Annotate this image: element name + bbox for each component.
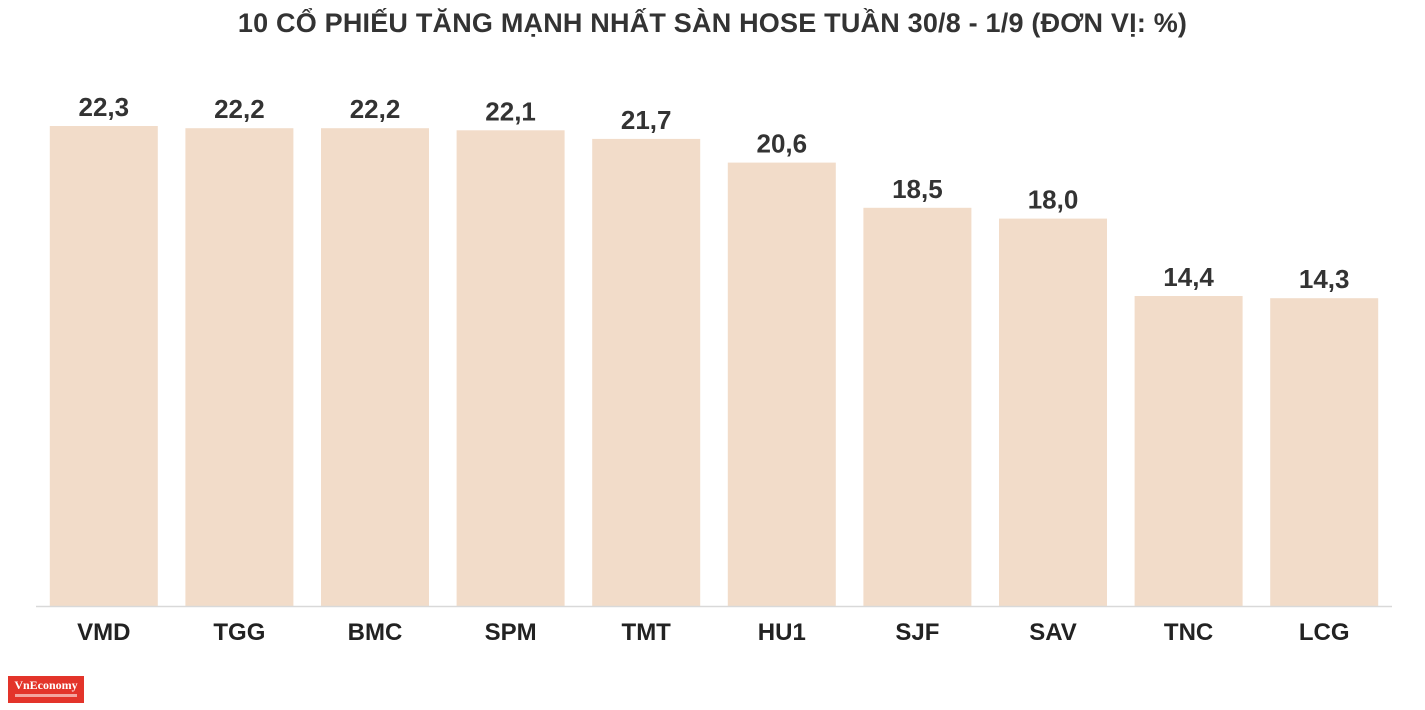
bar-lcg — [1270, 298, 1379, 606]
value-label-vmd: 22,3 — [78, 92, 129, 122]
bar-sjf — [863, 207, 972, 607]
bar-tmt — [592, 138, 701, 606]
value-label-spm: 22,1 — [485, 96, 536, 126]
bar-vmd — [49, 126, 158, 606]
value-label-tmt: 21,7 — [621, 105, 672, 135]
bar-bmc — [321, 128, 429, 606]
bar-sav — [999, 218, 1107, 606]
tick-label-spm: SPM — [485, 619, 537, 646]
bar-hu1 — [727, 162, 836, 606]
value-label-hu1: 20,6 — [756, 129, 807, 159]
value-label-tnc: 14,4 — [1163, 262, 1214, 292]
value-label-sjf: 18,5 — [892, 174, 943, 204]
tick-label-sav: SAV — [1029, 619, 1077, 646]
tick-label-bmc: BMC — [348, 619, 403, 646]
tick-label-tnc: TNC — [1164, 619, 1213, 646]
logo-text: VnEconomy — [14, 678, 78, 692]
tick-label-tgg: TGG — [213, 619, 265, 646]
tick-label-tmt: TMT — [622, 619, 672, 646]
bar-tnc — [1134, 296, 1243, 606]
tick-labels-group: VMD TGG BMC SPM TMT HU1 SJF SAV TNC LCG — [77, 619, 1349, 646]
tick-label-hu1: HU1 — [758, 619, 806, 646]
tick-label-vmd: VMD — [77, 619, 130, 646]
bar-spm — [456, 130, 565, 607]
bar-chart: 22,3 22,2 22,2 22,1 21,7 20,6 18,5 18,0 14,4 14,3… — [36, 92, 1392, 646]
bar-tgg — [185, 128, 294, 606]
vneconomy-logo: VnEconomy — [8, 676, 84, 703]
footer-band — [0, 684, 1425, 710]
value-label-bmc: 22,2 — [350, 94, 401, 124]
value-label-tgg: 22,2 — [214, 94, 265, 124]
chart-title: 10 CỔ PHIẾU TĂNG MẠNH NHẤT SÀN HOSE TUẦN… — [237, 8, 1188, 38]
tick-label-lcg: LCG — [1299, 619, 1350, 646]
value-labels-group: 22,3 22,2 22,2 22,1 21,7 20,6 18,5 18,0 14,4 14,3 — [78, 92, 1349, 294]
value-label-sav: 18,0 — [1028, 185, 1079, 215]
value-label-lcg: 14,3 — [1299, 264, 1350, 294]
tick-label-sjf: SJF — [895, 619, 939, 646]
logo-underline — [15, 694, 77, 697]
bars-group — [49, 126, 1379, 607]
